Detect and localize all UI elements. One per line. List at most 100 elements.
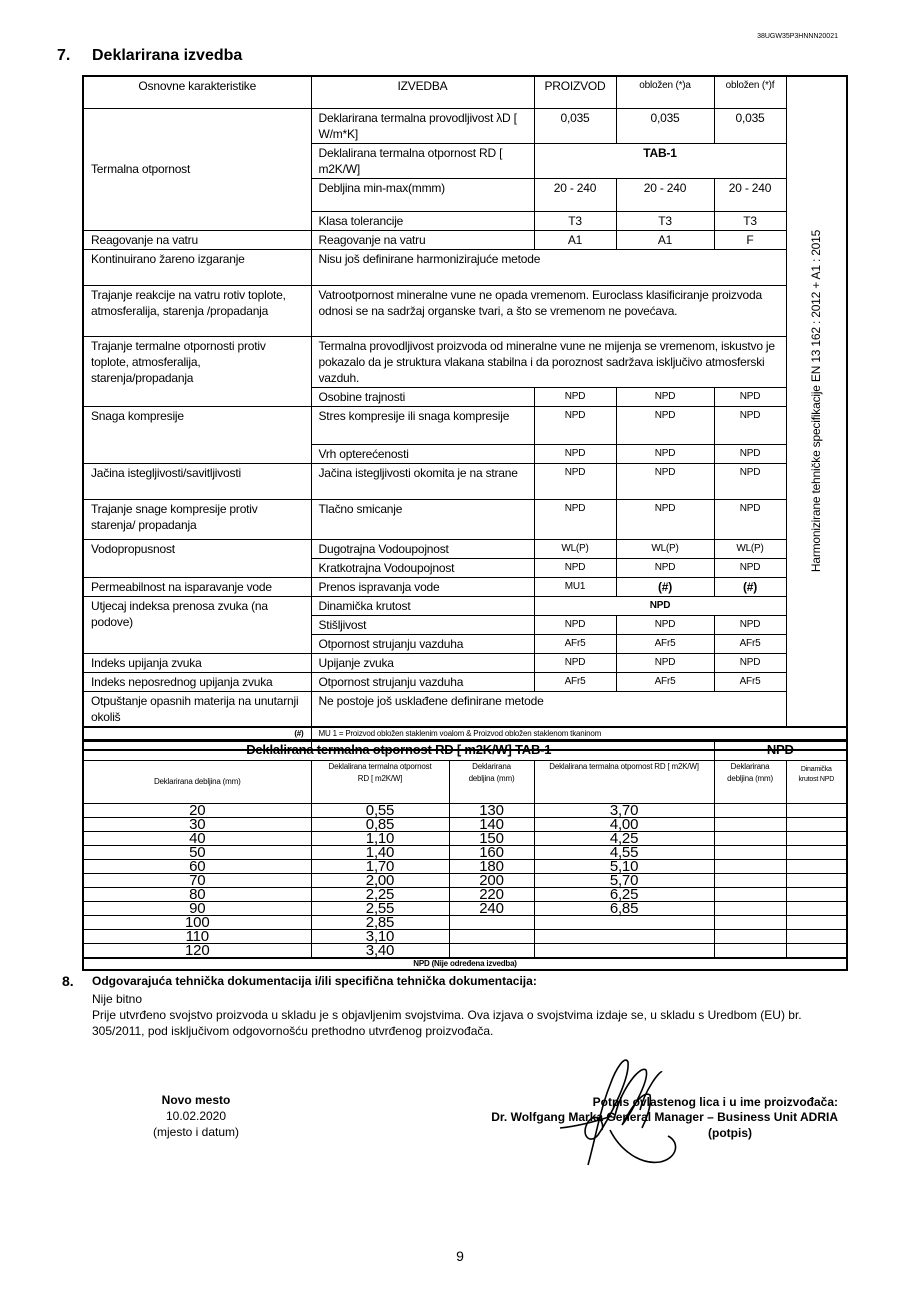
tab1-row: 110 3,10 [82, 928, 848, 944]
value-cell: NPD [533, 557, 617, 578]
table-row: Otpuštanje opasnih materija na unutarnji… [82, 690, 847, 727]
value-cell: NPD [533, 652, 617, 673]
empty-cell [785, 900, 848, 916]
harmonized-spec-label: Harmonizirane tehničke specifikacije EN … [785, 75, 848, 727]
performance-cell: Jačina istegljivosti okomita je na stran… [310, 462, 535, 500]
thickness-cell: 240 [448, 900, 535, 916]
value-cell: A1 [533, 229, 617, 250]
resistance-cell: 1,70 [310, 858, 450, 874]
value-cell: NPD [713, 386, 787, 407]
value-cell: (#) [615, 576, 715, 597]
thickness-cell [448, 914, 535, 930]
resistance-cell: 2,25 [310, 886, 450, 902]
tab1-row: 70 2,00 200 5,70 [82, 872, 848, 888]
value-cell: NPD [615, 498, 715, 540]
empty-cell [713, 942, 787, 958]
header-cell: Osnovne karakteristike [82, 75, 312, 109]
table-row: Debljina min-max(mmm) 20 - 240 20 - 240 … [83, 177, 847, 212]
performance-cell: Debljina min-max(mmm) [310, 177, 535, 212]
value-cell: NPD [533, 405, 617, 445]
value-cell: NPD [615, 386, 715, 407]
footnote-mark: (#) [82, 725, 312, 740]
tab1-row: 100 2,85 [82, 914, 848, 930]
characteristic-cell: Trajanje reakcije na vatru rotiv toplote… [82, 284, 312, 337]
thickness-cell: 100 [82, 914, 312, 930]
tab1-title: Deklalirana termalna otpornost RD [ m2K/… [82, 740, 715, 761]
tab1-row: 120 3,40 [82, 942, 848, 958]
empty-cell [713, 872, 787, 888]
performance-cell: Stres kompresije ili snaga kompresije [310, 405, 535, 445]
empty-cell [785, 858, 848, 874]
tab1-npd-title: NPD [713, 740, 848, 761]
performance-cell: Osobine trajnosti [310, 386, 535, 407]
performance-cell: Tlačno smicanje [310, 498, 535, 540]
table-row: Jačina istegljivosti/savitljivosti Jačin… [82, 462, 847, 500]
header-cell: PROIZVOD [533, 75, 617, 109]
value-cell: AFr5 [533, 633, 617, 654]
empty-cell [785, 928, 848, 944]
empty-cell [785, 886, 848, 902]
place-city: Novo mesto [161, 1093, 231, 1107]
resistance-cell: 6,25 [533, 886, 715, 902]
footnote-row: (#) MU 1 = Proizvod obložen staklenim vo… [82, 725, 848, 740]
thickness-cell: 90 [82, 900, 312, 916]
value-cell: F [713, 229, 787, 250]
value-cell: T3 [533, 210, 617, 231]
table-row: Kontinuirano žareno izgaranje Nisu još d… [82, 248, 847, 286]
table-row: Otpornost strujanju vazduha AFr5 AFr5 AF… [83, 633, 847, 654]
performance-cell: Dugotrajna Vodoupojnost [310, 538, 535, 559]
value-cell: NPD [713, 652, 787, 673]
value-cell: AFr5 [713, 671, 787, 692]
resistance-cell: 5,70 [533, 872, 715, 888]
place-label: (mjesto i datum) [152, 1125, 240, 1139]
signature [559, 1059, 677, 1166]
value-cell: 20 - 240 [713, 177, 787, 212]
tab1-header: Dinamička krutost NPD [785, 759, 848, 804]
thickness-cell: 220 [448, 886, 535, 902]
characteristic-cell: Utjecaj indeksa prenosa zvuka (na podove… [82, 595, 312, 654]
tab1-header: Deklarirana debljina (mm) [82, 759, 312, 804]
thickness-cell: 180 [448, 858, 535, 874]
header-cell: obložen (*)a [615, 75, 715, 109]
tab1-header: Deklalirana termalna otpornost RD [ m2K/… [310, 759, 450, 804]
value-cell: 20 - 240 [533, 177, 617, 212]
characteristic-cell: Reagovanje na vatru [82, 229, 312, 250]
performance-cell: Reagovanje na vatru [310, 229, 535, 250]
tab1-header: Deklarirana debljina (mm) [448, 759, 535, 804]
text-cell: Ne postoje još usklađene definirane meto… [310, 690, 787, 727]
value-cell: 0,035 [533, 107, 617, 144]
thickness-cell: 80 [82, 886, 312, 902]
resistance-cell: 3,10 [310, 928, 450, 944]
thickness-cell: 200 [448, 872, 535, 888]
place-date: 10.02.2020 [165, 1109, 227, 1123]
tab1-row: 60 1,70 180 5,10 [82, 858, 848, 874]
resistance-cell: 3,70 [533, 802, 715, 818]
signatory-name: Dr. Wolfgang Marka General Manager – Bus… [491, 1110, 838, 1124]
empty-cell [713, 928, 787, 944]
performance-cell: Stišljivost [310, 614, 535, 635]
header-cell: obložen (*)f [713, 75, 787, 109]
tab1-header: Deklarirana debljina (mm) [713, 759, 787, 804]
value-cell: 0,035 [615, 107, 715, 144]
value-cell: NPD [615, 557, 715, 578]
thickness-cell: 70 [82, 872, 312, 888]
resistance-cell: 2,55 [310, 900, 450, 916]
characteristic-cell: Indeks upijanja zvuka [82, 652, 312, 673]
page-number: 9 [456, 1248, 464, 1264]
table-row: Trajanje reakcije na vatru rotiv toplote… [82, 284, 847, 337]
table-row: Trajanje snage kompresije protiv starenj… [82, 498, 847, 540]
value-cell: T3 [713, 210, 787, 231]
section-text: 305/2011, pod isključivom odgovornošću p… [92, 1024, 494, 1038]
resistance-cell: 4,25 [533, 830, 715, 846]
tab1-table: Deklalirana termalna otpornost RD [ m2K/… [82, 740, 849, 971]
value-cell: AFr5 [615, 633, 715, 654]
section-number: 7. [57, 47, 71, 64]
resistance-cell: 1,40 [310, 844, 450, 860]
tab1-row: 30 0,85 140 4,00 [82, 816, 848, 832]
table-row: Snaga kompresije Stres kompresije ili sn… [82, 405, 847, 464]
empty-cell [713, 886, 787, 902]
characteristic-cell: Indeks neposrednog upijanja zvuka [82, 671, 312, 692]
section-text: Prije utvrđeno svojstvo proizvoda u skla… [92, 1008, 802, 1022]
thickness-cell: 20 [82, 802, 312, 818]
table-row: Vrh opterećenosti NPD NPD NPD [83, 443, 847, 464]
